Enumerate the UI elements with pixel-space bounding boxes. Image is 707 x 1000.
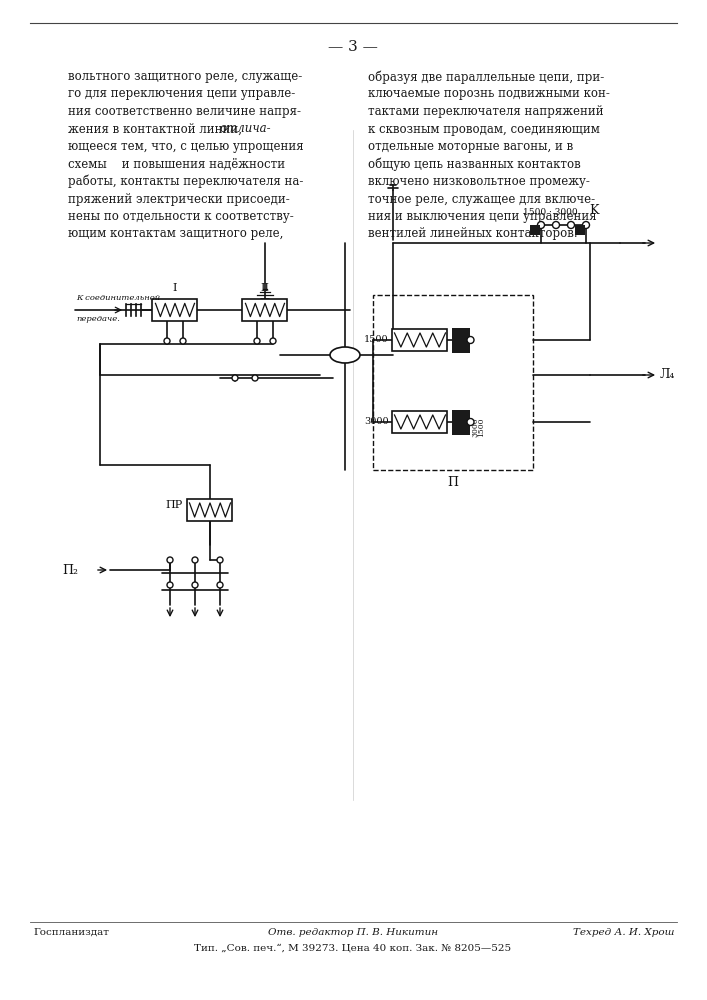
- Bar: [452, 328, 470, 353]
- Circle shape: [217, 582, 223, 588]
- Text: вольтного защитного реле, служаще-: вольтного защитного реле, служаще-: [68, 70, 303, 83]
- Text: ющееся тем, что, с целью упрощения: ющееся тем, что, с целью упрощения: [68, 140, 303, 153]
- Text: I: I: [173, 283, 177, 293]
- Text: К соединительной: К соединительной: [76, 294, 160, 302]
- Circle shape: [180, 338, 186, 344]
- Circle shape: [568, 222, 575, 229]
- Circle shape: [254, 338, 260, 344]
- Bar: [452, 410, 470, 434]
- Text: отдельные моторные вагоны, и в: отдельные моторные вагоны, и в: [368, 140, 573, 153]
- Text: схемы    и повышения надёжности: схемы и повышения надёжности: [68, 157, 285, 170]
- Text: пряжений электрически присоеди-: пряжений электрически присоеди-: [68, 192, 290, 206]
- Text: 3000: 3000: [364, 418, 389, 426]
- Text: 1500: 1500: [477, 417, 486, 437]
- Bar: [153, 299, 197, 321]
- Circle shape: [164, 338, 170, 344]
- Text: Техред А. И. Хрош: Техред А. И. Хрош: [573, 928, 675, 937]
- Text: II: II: [260, 283, 269, 293]
- Circle shape: [467, 418, 474, 426]
- Text: 1500 · 3000: 1500 · 3000: [522, 208, 578, 217]
- Text: образуя две параллельные цепи, при-: образуя две параллельные цепи, при-: [368, 70, 604, 84]
- Text: Госпланиздат: Госпланиздат: [33, 928, 109, 937]
- Text: ПР: ПР: [165, 500, 182, 510]
- Circle shape: [167, 582, 173, 588]
- Text: го для переключения цепи управле-: го для переключения цепи управле-: [68, 88, 296, 101]
- Text: ния соответственно величине напря-: ния соответственно величине напря-: [68, 105, 301, 118]
- Bar: [373, 295, 533, 470]
- Bar: [530, 225, 540, 235]
- Text: тактами переключателя напряжений: тактами переключателя напряжений: [368, 105, 604, 118]
- Text: П: П: [448, 476, 459, 489]
- Text: 3000: 3000: [472, 417, 479, 437]
- Circle shape: [537, 222, 544, 229]
- Text: Л₄: Л₄: [660, 368, 675, 381]
- Text: работы, контакты переключателя на-: работы, контакты переключателя на-: [68, 175, 303, 188]
- Text: П₂: П₂: [62, 564, 78, 576]
- Ellipse shape: [330, 347, 360, 363]
- Text: — 3 —: — 3 —: [328, 40, 378, 54]
- Circle shape: [252, 375, 258, 381]
- Circle shape: [232, 375, 238, 381]
- Circle shape: [583, 222, 590, 229]
- Text: общую цепь названных контактов: общую цепь названных контактов: [368, 157, 580, 171]
- Circle shape: [552, 222, 559, 229]
- Text: Тип. „Сов. печ.“, М 39273. Цена 40 коп. Зак. № 8205—525: Тип. „Сов. печ.“, М 39273. Цена 40 коп. …: [194, 943, 512, 952]
- Circle shape: [192, 582, 198, 588]
- Text: Отв. редактор П. В. Никитин: Отв. редактор П. В. Никитин: [268, 928, 438, 937]
- Bar: [575, 225, 585, 235]
- Circle shape: [192, 557, 198, 563]
- Text: нены по отдельности к соответству-: нены по отдельности к соответству-: [68, 210, 293, 223]
- Text: ющим контактам защитного реле,: ющим контактам защитного реле,: [68, 228, 284, 240]
- Text: K: K: [589, 204, 599, 217]
- Text: ключаемые порознь подвижными кон-: ключаемые порознь подвижными кон-: [368, 88, 610, 101]
- Text: вентилей линейных контакторов.: вентилей линейных контакторов.: [368, 228, 578, 240]
- Bar: [243, 299, 288, 321]
- Text: включено низковольтное промежу-: включено низковольтное промежу-: [368, 175, 590, 188]
- Text: 1500: 1500: [364, 336, 389, 344]
- Text: передаче.: передаче.: [76, 315, 120, 323]
- Circle shape: [217, 557, 223, 563]
- Circle shape: [167, 557, 173, 563]
- Bar: [187, 499, 233, 521]
- Bar: [392, 411, 448, 433]
- Text: ния и выключения цепи управления: ния и выключения цепи управления: [368, 210, 597, 223]
- Text: точное реле, служащее для включе-: точное реле, служащее для включе-: [368, 192, 595, 206]
- Circle shape: [270, 338, 276, 344]
- Circle shape: [467, 336, 474, 344]
- Text: жения в контактной линии,: жения в контактной линии,: [68, 122, 246, 135]
- Text: к сквозным проводам, соединяющим: к сквозным проводам, соединяющим: [368, 122, 600, 135]
- Text: отлича-: отлича-: [220, 122, 271, 135]
- Bar: [392, 329, 448, 351]
